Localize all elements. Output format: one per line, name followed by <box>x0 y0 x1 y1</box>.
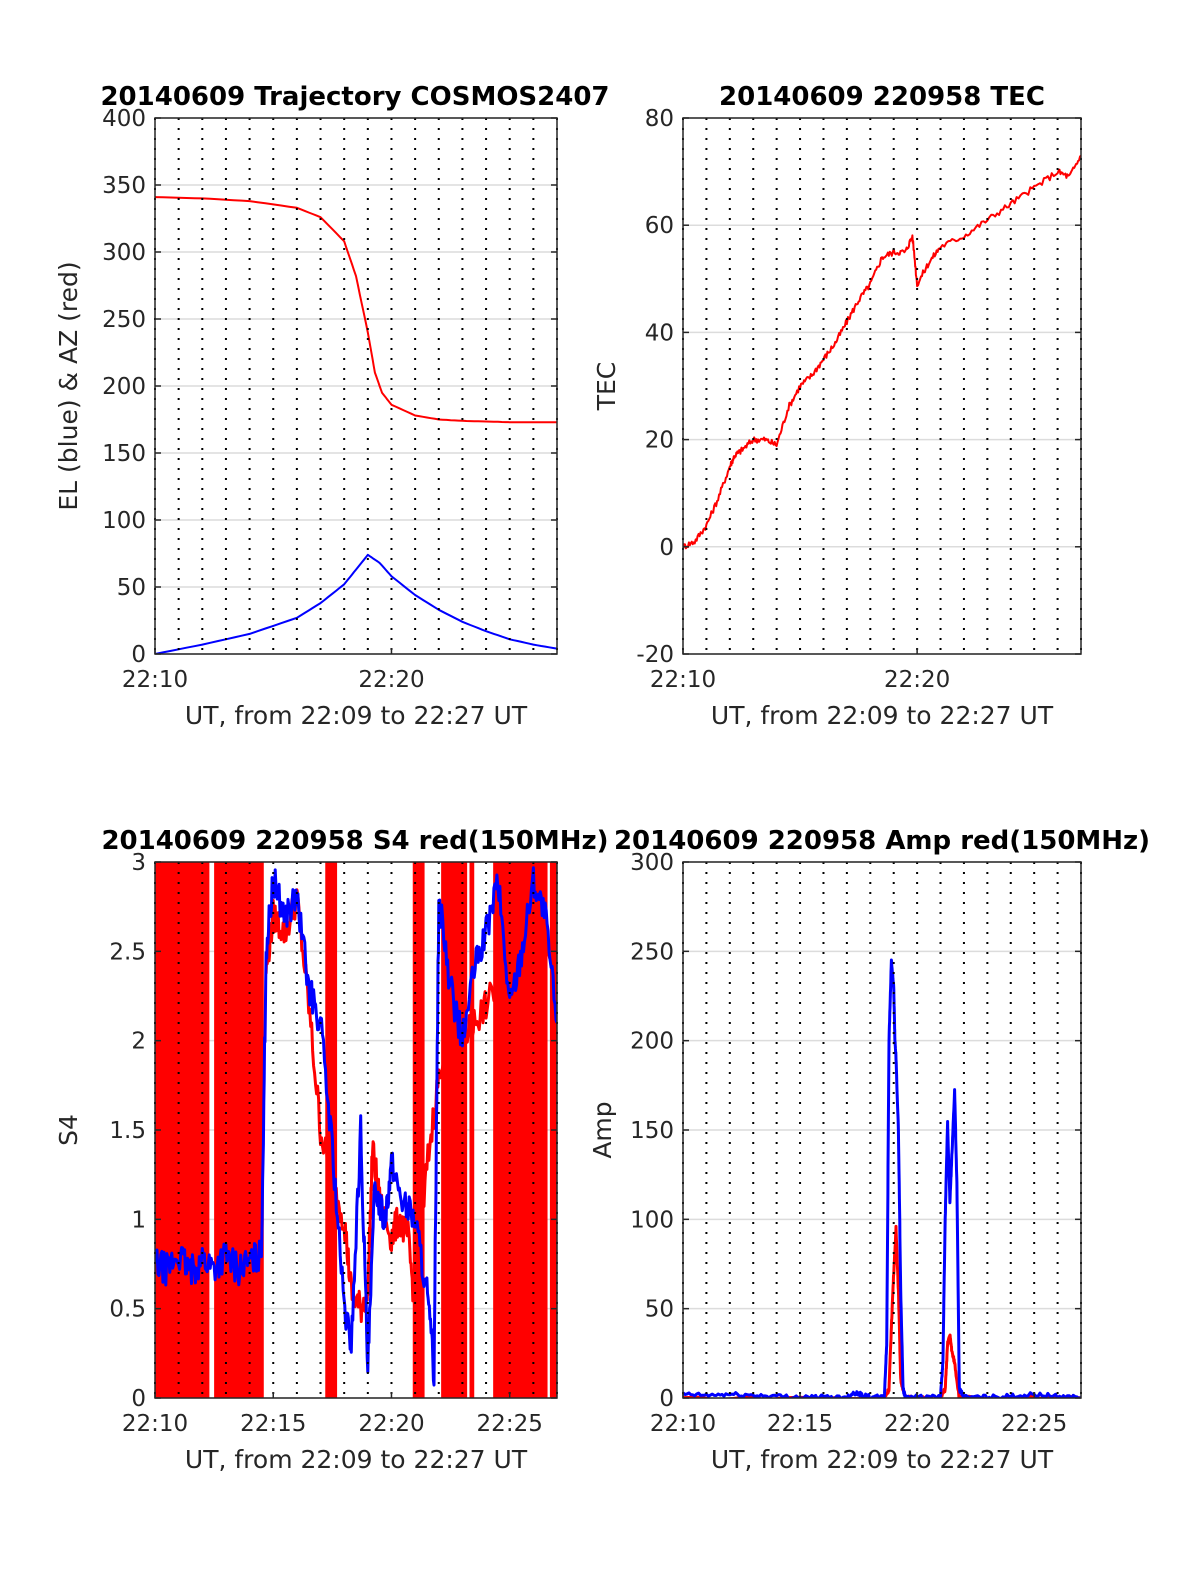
chart-panel-2: -20 0 20 40 60 80 22:10 22:20 20140609 220958 TE… <box>592 82 1082 730</box>
x-tick-label: 22:10 <box>650 667 716 693</box>
x-tick-label: 22:10 <box>122 1411 188 1437</box>
plot-area <box>155 862 557 1398</box>
y-tick-label: 300 <box>102 240 146 266</box>
y-tick-label: 80 <box>645 106 674 132</box>
y-tick-label: 1.5 <box>109 1118 146 1144</box>
chart-title: 20140609 220958 Amp red(150MHz) <box>614 826 1150 856</box>
chart-title: 20140609 Trajectory COSMOS2407 <box>100 82 609 112</box>
x-tick-label: 22:20 <box>884 1411 950 1437</box>
blue-series-line <box>155 866 557 1387</box>
y-tick-label: -20 <box>636 642 674 668</box>
y-tick-label: 2 <box>131 1029 146 1055</box>
y-tick-label: 3 <box>131 850 146 876</box>
y-tick-label: 50 <box>117 575 146 601</box>
chart-title: 20140609 220958 S4 red(150MHz) <box>101 826 608 856</box>
y-tick-label: 150 <box>102 441 146 467</box>
blue-series-line <box>683 958 1081 1398</box>
y-tick-label: 400 <box>102 106 146 132</box>
y-tick-label: 250 <box>102 307 146 333</box>
axes-box <box>682 117 1082 655</box>
red-series-line <box>683 1224 1081 1398</box>
red-band <box>412 862 425 1398</box>
plot-area <box>683 958 1081 1398</box>
y-tick-label: 20 <box>645 428 674 454</box>
y-tick-label: 100 <box>102 508 146 534</box>
x-tick-label: 22:10 <box>122 667 188 693</box>
x-tick-label: 22:20 <box>358 667 424 693</box>
x-tick-label: 22:25 <box>477 1411 543 1437</box>
red-band <box>214 862 264 1398</box>
plot-area <box>155 196 557 654</box>
plot-area <box>683 154 1081 550</box>
x-tick-label: 22:20 <box>358 1411 424 1437</box>
y-tick-label: 100 <box>630 1207 674 1233</box>
y-tick-label: 1 <box>131 1207 146 1233</box>
red-band <box>469 862 475 1398</box>
y-tick-label: 250 <box>630 939 674 965</box>
y-tick-label: 350 <box>102 173 146 199</box>
red-series-line <box>155 196 557 424</box>
chart-panel-1: 0 50 100 150 200 250 300 350 400 22:10 22:20 201406… <box>54 82 610 730</box>
y-tick-label: 40 <box>645 320 674 346</box>
x-tick-label: 22:10 <box>650 1411 716 1437</box>
x-axis-label: UT, from 22:09 to 22:27 UT <box>185 1445 528 1474</box>
y-axis-label: EL (blue) & AZ (red) <box>54 261 83 510</box>
y-axis-label: Amp <box>588 1101 617 1158</box>
blue-series-line <box>155 553 557 654</box>
y-tick-label: 50 <box>645 1297 674 1323</box>
y-tick-label: 0 <box>131 1386 146 1412</box>
y-tick-label: 0 <box>659 1386 674 1412</box>
x-tick-label: 22:15 <box>767 1411 833 1437</box>
red-series-line <box>683 154 1081 550</box>
x-axis-label: UT, from 22:09 to 22:27 UT <box>185 701 528 730</box>
x-tick-label: 22:25 <box>1001 1411 1067 1437</box>
y-axis-label: S4 <box>54 1114 83 1146</box>
y-tick-label: 0.5 <box>109 1297 146 1323</box>
x-tick-label: 22:15 <box>240 1411 306 1437</box>
y-tick-label: 150 <box>630 1118 674 1144</box>
chart-panel-3: 0 0.5 1 1.5 2 2.5 3 22:10 22:15 22:20 22:25 2014060… <box>54 826 609 1474</box>
y-tick-label: 0 <box>131 642 146 668</box>
x-axis-label: UT, from 22:09 to 22:27 UT <box>711 701 1054 730</box>
y-tick-label: 2.5 <box>109 939 146 965</box>
x-axis-label: UT, from 22:09 to 22:27 UT <box>711 1445 1054 1474</box>
y-tick-label: 0 <box>659 535 674 561</box>
y-tick-label: 200 <box>630 1029 674 1055</box>
y-axis-label: TEC <box>592 362 621 412</box>
y-tick-label: 300 <box>630 850 674 876</box>
y-tick-label: 200 <box>102 374 146 400</box>
chart-panel-4: 0 50 100 150 200 250 300 22:10 22:15 22:20 22:25 20… <box>588 826 1150 1474</box>
x-tick-label: 22:20 <box>884 667 950 693</box>
red-band <box>155 862 210 1398</box>
chart-title: 20140609 220958 TEC <box>719 82 1045 112</box>
y-tick-label: 60 <box>645 213 674 239</box>
